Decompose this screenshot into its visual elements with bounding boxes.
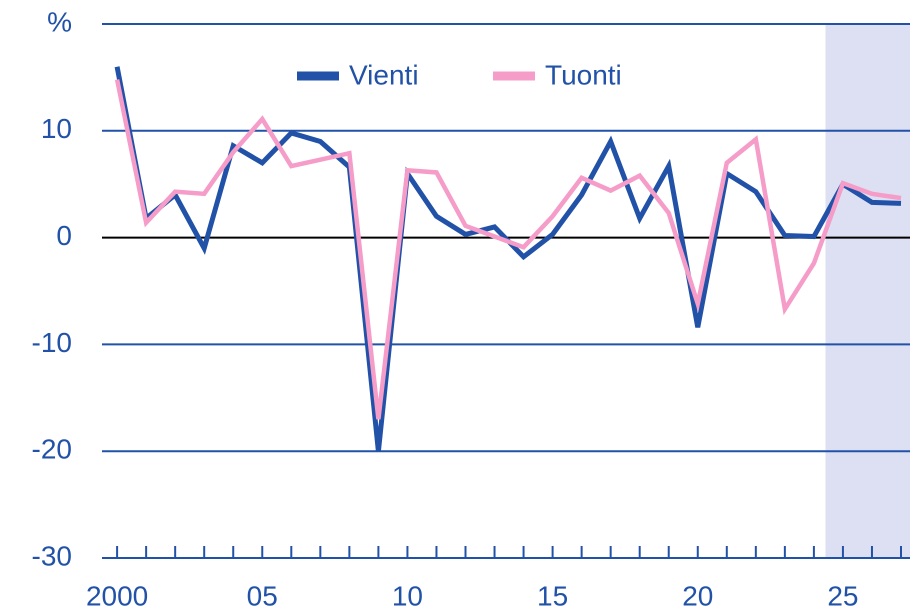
- legend-label: Tuonti: [545, 59, 622, 90]
- series-line: [114, 79, 902, 420]
- x-tick-label: 10: [392, 580, 423, 611]
- y-tick-label: 0: [56, 220, 72, 251]
- y-tick-label: -30: [32, 540, 72, 571]
- forecast-shade: [825, 24, 910, 558]
- x-tick-label: 15: [537, 580, 568, 611]
- legend-label: Vienti: [349, 59, 419, 90]
- y-tick-label: %: [47, 6, 72, 37]
- x-tick-label: 2000: [86, 580, 148, 611]
- y-tick-label: -10: [32, 327, 72, 358]
- y-tick-label: -20: [32, 434, 72, 465]
- series-line: [114, 66, 902, 452]
- x-tick-label: 25: [827, 580, 858, 611]
- x-tick-label: 20: [682, 580, 713, 611]
- x-tick-label: 05: [247, 580, 278, 611]
- y-tick-label: 10: [41, 113, 72, 144]
